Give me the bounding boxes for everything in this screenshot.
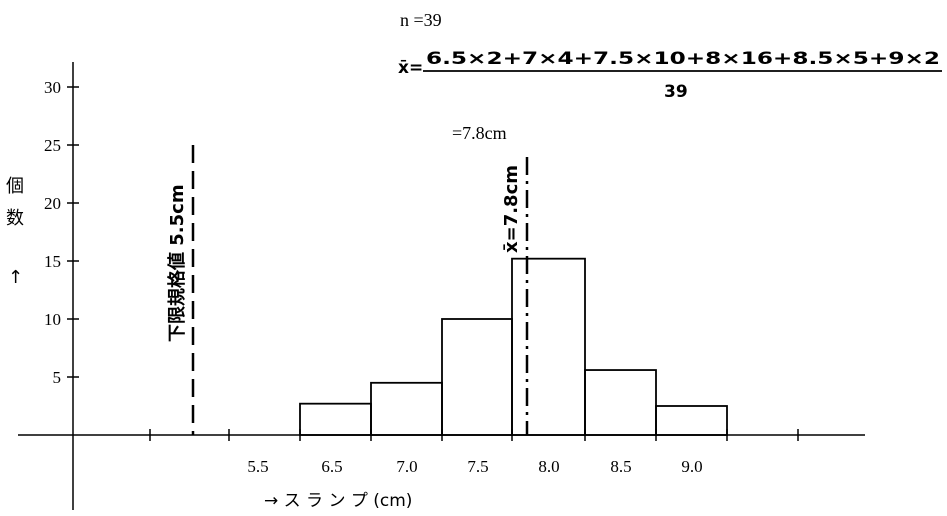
bar-6.5-7 — [299, 402, 372, 436]
histogram-bars — [299, 257, 728, 436]
y-axis-label-char-2: 数 — [6, 208, 24, 229]
y-tick-label-15: 15 — [44, 252, 61, 271]
x-tick-label-8.0: 8.0 — [538, 457, 559, 476]
y-axis-label-char-1: 個 — [6, 176, 24, 197]
y-tick-label-5: 5 — [53, 368, 62, 387]
y-axis-label-arrow: ↑ — [8, 267, 23, 288]
mean-result-text: =7.8cm — [452, 123, 507, 143]
mean-formula-denominator: 39 — [664, 82, 688, 102]
x-tick-label-6.5: 6.5 — [321, 457, 342, 476]
x-tick-label-7.0: 7.0 — [396, 457, 417, 476]
x-tick-label-8.5: 8.5 — [610, 457, 631, 476]
mean-line-label: x̄=7.8cm — [501, 165, 522, 253]
bar-8.5-9 — [584, 369, 657, 436]
bar-7.5-8 — [441, 318, 513, 436]
mean-formula-numerator: 6.5×2+7×4+7.5×10+8×16+8.5×5+9×2 — [426, 49, 940, 69]
bar-9-9.5 — [655, 405, 728, 436]
x-tick-label-7.5: 7.5 — [467, 457, 488, 476]
y-tick-label-20: 20 — [44, 194, 61, 213]
x-tick-label-5.5: 5.5 — [247, 457, 268, 476]
sample-size-text: n =39 — [400, 10, 442, 30]
x-axis-label: → ス ラ ン プ (cm) — [264, 491, 412, 511]
x-tick-label-9.0: 9.0 — [681, 457, 702, 476]
mean-formula-lhs: x̄= — [398, 58, 423, 78]
y-tick-label-30: 30 — [44, 78, 61, 97]
y-tick-label-25: 25 — [44, 136, 61, 155]
bar-8-8.5 — [511, 257, 586, 436]
lower-spec-limit-label: 下限規格値 5.5cm — [166, 184, 188, 342]
y-tick-label-10: 10 — [44, 310, 61, 329]
bar-7-7.5 — [370, 381, 443, 436]
x-tick-labels: 5.5 6.5 7.0 7.5 8.0 8.5 9.0 — [247, 457, 702, 476]
y-ticks: 5 10 15 20 25 30 — [44, 78, 79, 387]
